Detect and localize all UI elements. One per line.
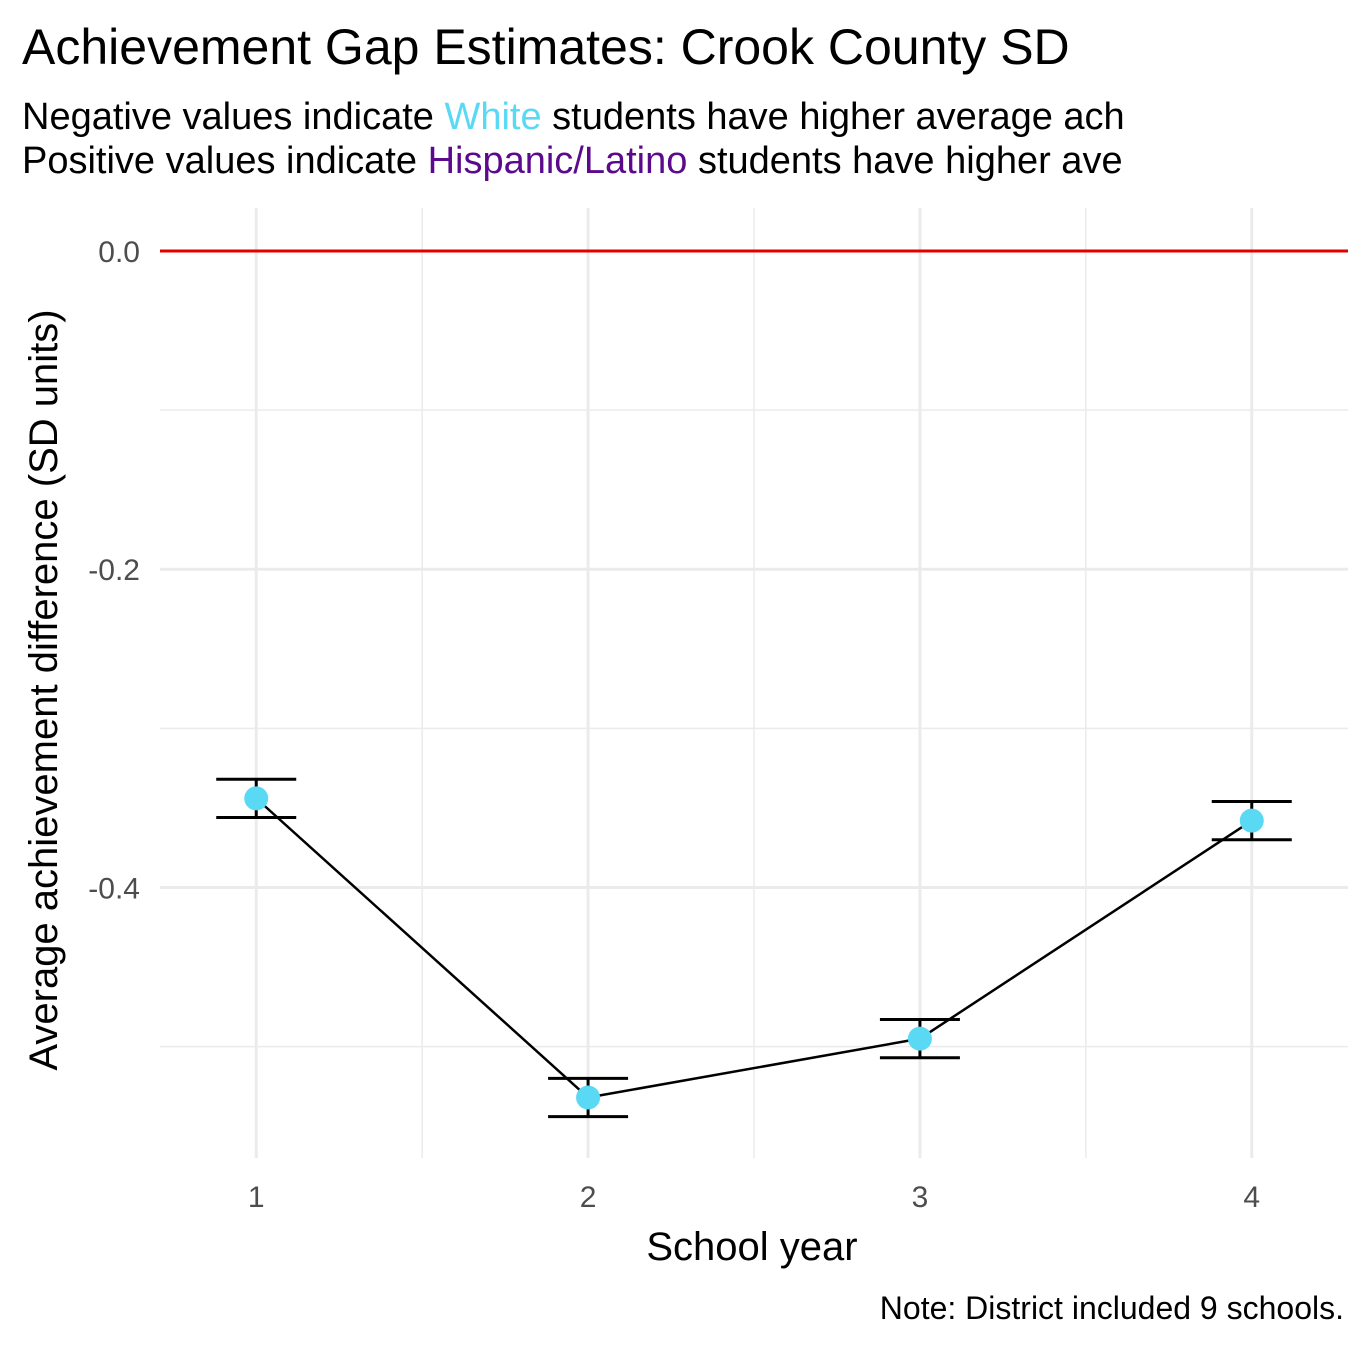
- subtitle-2-highlight-hispanic: Hispanic/Latino: [427, 140, 688, 182]
- y-tick-label: -0.2: [88, 554, 140, 587]
- x-tick-labels: 1 2 3 4: [248, 1181, 1260, 1214]
- subtitle-1-highlight-white: White: [444, 96, 542, 138]
- caption-note: Note: District included 9 schools.: [879, 1290, 1344, 1326]
- series-line-group: [255, 797, 1253, 1099]
- y-axis-title: Average achievement difference (SD units…: [22, 309, 66, 1070]
- subtitle-line-1: Negative values indicate White students …: [22, 96, 1125, 139]
- subtitle-2-suffix: students have higher ave: [687, 140, 1123, 182]
- subtitle-1-suffix: students have higher average ach: [541, 96, 1125, 138]
- subtitle-line-2: Positive values indicate Hispanic/Latino…: [22, 140, 1123, 183]
- major-gridlines: [160, 208, 1348, 1158]
- minor-gridlines: [160, 208, 1348, 1158]
- data-point: [1239, 808, 1264, 833]
- y-tick-label: -0.4: [88, 872, 140, 905]
- x-tick-label: 1: [248, 1181, 265, 1214]
- x-tick-label: 4: [1243, 1181, 1260, 1214]
- y-tick-label: 0.0: [98, 236, 140, 269]
- subtitle-1-prefix: Negative values indicate: [22, 96, 445, 138]
- points-group: [244, 786, 1264, 1110]
- x-axis-title: School year: [646, 1225, 857, 1269]
- series-line: [255, 797, 1253, 1099]
- x-tick-label: 2: [580, 1181, 597, 1214]
- chart-title: Achievement Gap Estimates: Crook County …: [22, 19, 1070, 75]
- subtitle-2-prefix: Positive values indicate: [22, 140, 428, 182]
- error-bars-group: [216, 777, 1292, 1119]
- data-point: [907, 1026, 932, 1051]
- y-tick-labels: 0.0 -0.2 -0.4: [88, 236, 140, 906]
- x-tick-label: 3: [912, 1181, 929, 1214]
- data-point: [244, 786, 269, 811]
- data-point: [576, 1085, 601, 1110]
